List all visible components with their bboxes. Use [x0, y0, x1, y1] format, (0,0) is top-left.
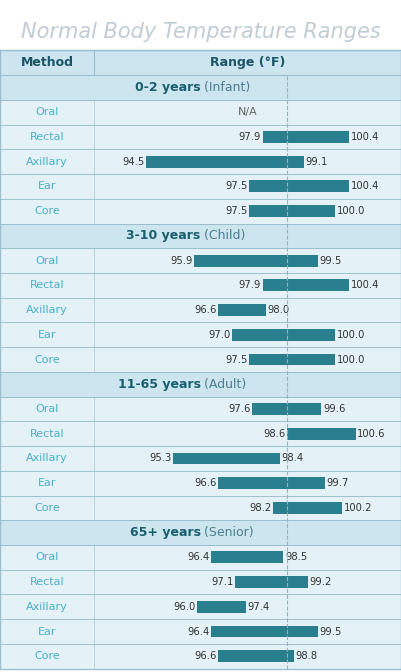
Text: 99.1: 99.1: [306, 157, 328, 167]
Text: (Adult): (Adult): [200, 378, 247, 390]
Text: 96.6: 96.6: [194, 478, 217, 488]
Text: 97.5: 97.5: [225, 206, 247, 216]
Text: Axillary: Axillary: [26, 157, 68, 167]
Text: Oral: Oral: [35, 108, 59, 117]
Text: 97.5: 97.5: [225, 355, 247, 364]
Text: 94.5: 94.5: [122, 157, 144, 167]
Text: Oral: Oral: [35, 404, 59, 414]
Text: 98.2: 98.2: [249, 503, 271, 513]
Text: 100.0: 100.0: [337, 206, 365, 216]
Text: (Child): (Child): [200, 229, 246, 243]
Text: Axillary: Axillary: [26, 305, 68, 315]
Text: Rectal: Rectal: [30, 132, 65, 142]
Text: 97.9: 97.9: [239, 132, 261, 142]
Text: 97.9: 97.9: [239, 280, 261, 290]
Text: 98.6: 98.6: [263, 429, 285, 439]
Text: 3-10 years: 3-10 years: [126, 229, 200, 243]
Text: Ear: Ear: [38, 181, 57, 192]
Text: 98.0: 98.0: [268, 305, 290, 315]
Text: 95.9: 95.9: [170, 255, 192, 265]
Text: 97.5: 97.5: [225, 181, 247, 192]
Text: 96.0: 96.0: [174, 602, 196, 612]
Text: 100.6: 100.6: [357, 429, 386, 439]
Text: 100.4: 100.4: [350, 181, 379, 192]
Text: 100.0: 100.0: [337, 330, 365, 340]
Text: 100.2: 100.2: [344, 503, 372, 513]
Text: Method: Method: [20, 56, 74, 69]
Text: 96.4: 96.4: [187, 626, 210, 636]
Text: Ear: Ear: [38, 478, 57, 488]
Text: N/A: N/A: [238, 108, 257, 117]
Text: (Infant): (Infant): [200, 81, 251, 94]
Text: 99.6: 99.6: [323, 404, 345, 414]
Text: 97.6: 97.6: [229, 404, 251, 414]
Text: Normal Body Temperature Ranges: Normal Body Temperature Ranges: [20, 22, 381, 42]
Text: Oral: Oral: [35, 552, 59, 562]
Text: Core: Core: [34, 206, 60, 216]
Text: 97.0: 97.0: [208, 330, 230, 340]
Text: 0-2 years: 0-2 years: [135, 81, 200, 94]
Text: Rectal: Rectal: [30, 280, 65, 290]
Text: 100.0: 100.0: [337, 355, 365, 364]
Text: 98.4: 98.4: [282, 454, 304, 464]
Text: 98.8: 98.8: [296, 651, 318, 661]
Text: Core: Core: [34, 503, 60, 513]
Text: 99.2: 99.2: [309, 577, 332, 587]
Text: Core: Core: [34, 651, 60, 661]
Text: 96.6: 96.6: [194, 651, 217, 661]
Text: 96.4: 96.4: [187, 552, 210, 562]
Text: 65+ years: 65+ years: [130, 526, 200, 539]
Text: Ear: Ear: [38, 330, 57, 340]
Text: 99.7: 99.7: [326, 478, 349, 488]
Text: 100.4: 100.4: [350, 280, 379, 290]
Text: 98.5: 98.5: [285, 552, 307, 562]
Text: (Senior): (Senior): [200, 526, 254, 539]
Text: Oral: Oral: [35, 255, 59, 265]
Text: Ear: Ear: [38, 626, 57, 636]
Text: 97.1: 97.1: [211, 577, 234, 587]
Text: Rectal: Rectal: [30, 577, 65, 587]
Text: 99.5: 99.5: [320, 255, 342, 265]
Text: 96.6: 96.6: [194, 305, 217, 315]
Text: 100.4: 100.4: [350, 132, 379, 142]
Text: Axillary: Axillary: [26, 454, 68, 464]
Text: Range (°F): Range (°F): [210, 56, 285, 69]
Text: 99.5: 99.5: [320, 626, 342, 636]
Text: 97.4: 97.4: [247, 602, 269, 612]
Text: 11-65 years: 11-65 years: [117, 378, 200, 390]
Text: Rectal: Rectal: [30, 429, 65, 439]
Text: 95.3: 95.3: [150, 454, 172, 464]
Text: Core: Core: [34, 355, 60, 364]
Text: Axillary: Axillary: [26, 602, 68, 612]
